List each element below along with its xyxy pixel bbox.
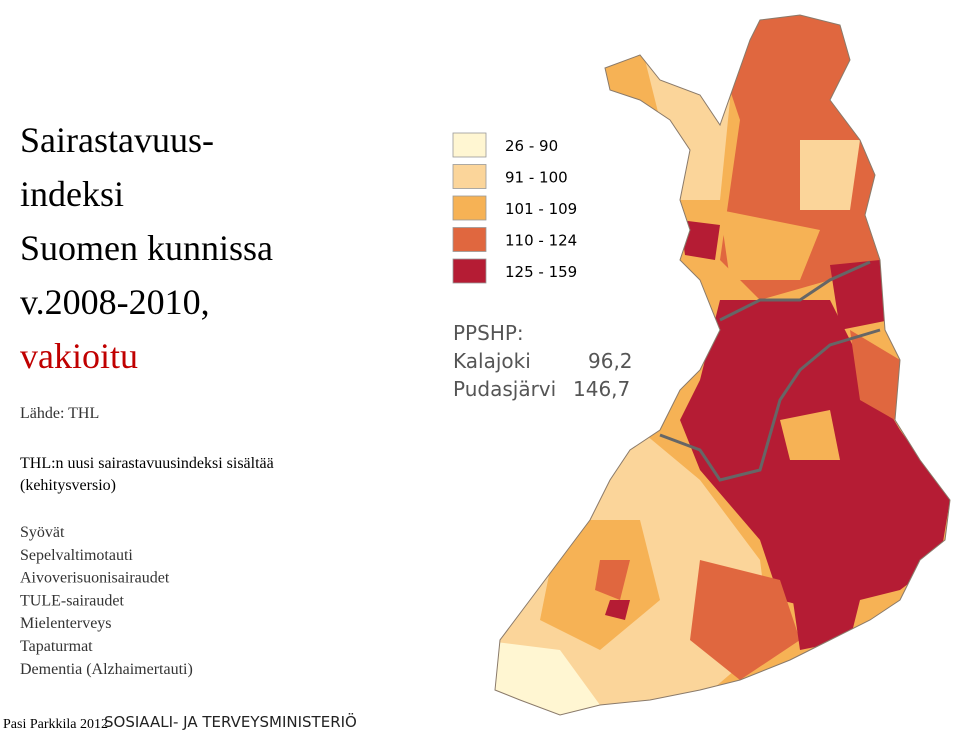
- title: Sairastavuus- indeksi Suomen kunnissa v.…: [20, 120, 273, 376]
- title-highlight: vakioitu: [20, 336, 138, 376]
- title-line: Sairastavuus-: [20, 120, 214, 160]
- description: (kehitysversio): [20, 477, 116, 494]
- component: Syövät: [20, 524, 65, 541]
- author: Pasi Parkkila 2012: [3, 717, 108, 732]
- district-heading: PPSHP:: [453, 321, 524, 345]
- legend-swatch: [452, 227, 487, 252]
- district-value: 96,2: [588, 349, 633, 373]
- legend-label: 125 - 159: [505, 263, 577, 281]
- district-name: Kalajoki: [453, 349, 531, 373]
- district-value: 146,7: [573, 377, 630, 401]
- district-note: PPSHP: Kalajoki 96,2 Pudasjärvi 146,7: [453, 321, 633, 401]
- legend-swatch: [452, 195, 487, 221]
- source: Lähde: THL: [20, 405, 99, 422]
- legend-label: 110 - 124: [505, 232, 577, 250]
- legend-label: 91 - 100: [505, 169, 568, 187]
- description: THL:n uusi sairastavuusindeksi sisältää: [20, 455, 274, 472]
- legend: 26 - 90 91 - 100 101 - 109 110 - 124 125 - 1…: [452, 132, 577, 284]
- legend-swatch: [452, 164, 487, 189]
- component: Aivoverisuonisairaudet: [20, 570, 170, 587]
- title-line: v.2008-2010,: [20, 282, 210, 322]
- ministry: SOSIAALI- JA TERVEYSMINISTERIÖ: [104, 712, 357, 731]
- district-name: Pudasjärvi: [453, 377, 556, 401]
- component: TULE-sairaudet: [20, 592, 125, 609]
- component-list: Syövät Sepelvaltimotauti Aivoverisuonisair…: [20, 524, 193, 678]
- district-border: [719, 260, 871, 322]
- map: [495, 15, 950, 715]
- legend-swatch: [452, 258, 487, 284]
- component: Mielenterveys: [20, 615, 112, 632]
- legend-label: 101 - 109: [505, 200, 577, 218]
- component: Tapaturmat: [20, 638, 93, 655]
- legend-swatch: [452, 132, 487, 158]
- district-border: [659, 328, 881, 482]
- component: Sepelvaltimotauti: [20, 547, 133, 564]
- component: Dementia (Alzhaimertauti): [20, 661, 193, 678]
- legend-label: 26 - 90: [505, 137, 558, 155]
- title-line: Suomen kunnissa: [20, 228, 273, 268]
- title-line: indeksi: [20, 174, 124, 214]
